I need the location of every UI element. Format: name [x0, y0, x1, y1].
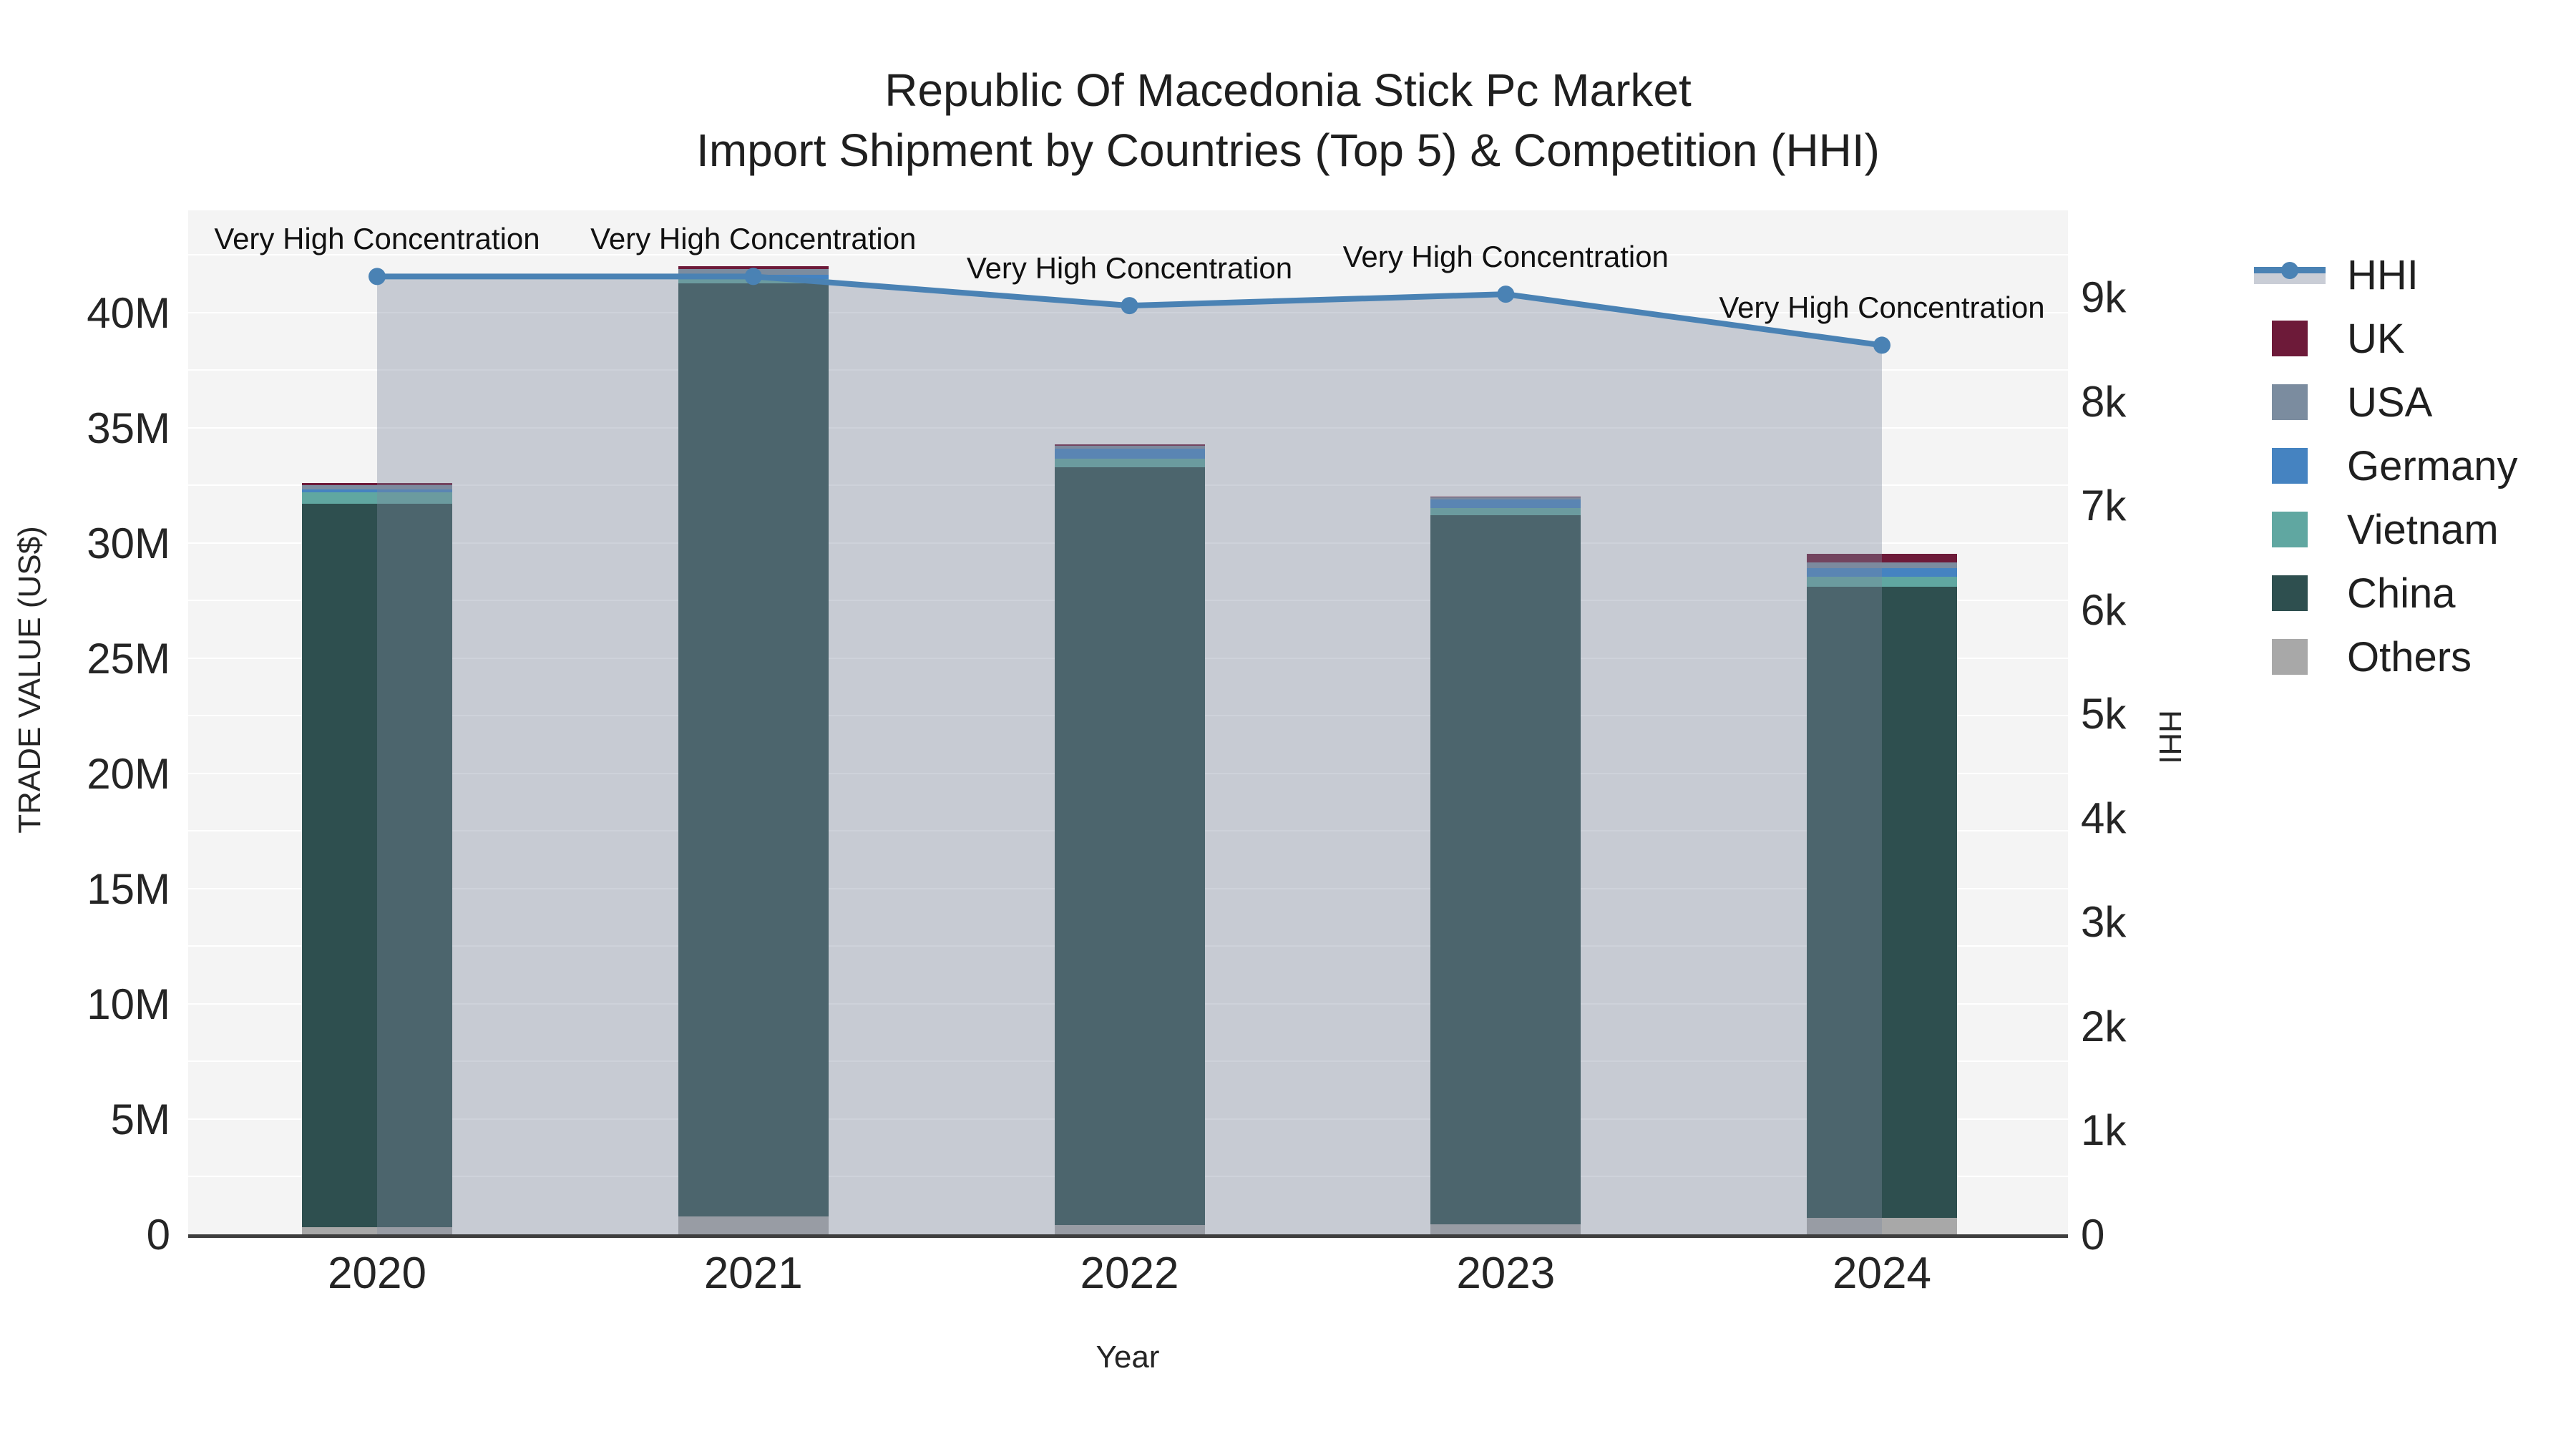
bar-segment-2022-germany — [1054, 448, 1205, 459]
bar-segment-2020-china — [302, 504, 452, 1228]
bar-segment-2020-others — [302, 1227, 452, 1234]
legend-label-germany: Germany — [2347, 442, 2518, 489]
others-swatch-wrap — [2254, 639, 2326, 675]
gridline — [188, 369, 2068, 371]
bar-segment-2024-china — [1807, 587, 1957, 1219]
germany-swatch — [2272, 448, 2308, 484]
bar-segment-2022-uk — [1054, 444, 1205, 447]
legend-label-others: Others — [2347, 633, 2472, 680]
legend-item-vietnam[interactable]: Vietnam — [2254, 506, 2499, 553]
y-right-tick-5k: 5k — [2081, 690, 2127, 738]
china-swatch-wrap — [2254, 575, 2326, 611]
bar-segment-2021-vietnam — [678, 278, 829, 284]
bar-segment-2023-vietnam — [1430, 508, 1581, 516]
bar-segment-2024-germany — [1807, 568, 1957, 577]
y-left-tick-15M: 15M — [87, 864, 170, 913]
hhi-legend-glyph — [2254, 257, 2326, 293]
bar-segment-2021-china — [678, 283, 829, 1217]
gridline — [188, 254, 2068, 256]
uk-swatch-wrap — [2254, 321, 2326, 356]
x-tick-2024: 2024 — [1833, 1249, 1931, 1298]
annotation-2021: Very High Concentration — [590, 222, 917, 256]
y-left-tick-30M: 30M — [87, 519, 170, 567]
x-axis-line — [188, 1234, 2068, 1238]
bar-segment-2022-usa — [1054, 446, 1205, 449]
legend-label-usa: USA — [2347, 379, 2433, 426]
gridline — [188, 426, 2068, 429]
bar-segment-2022-others — [1054, 1225, 1205, 1234]
y-right-tick-6k: 6k — [2081, 585, 2127, 634]
bar-segment-2022-vietnam — [1054, 458, 1205, 467]
y-right-tick-4k: 4k — [2081, 794, 2127, 842]
annotation-2020: Very High Concentration — [214, 222, 540, 256]
bar-segment-2024-vietnam — [1807, 577, 1957, 587]
bar-segment-2020-usa — [302, 484, 452, 490]
bar-segment-2020-vietnam — [302, 492, 452, 504]
others-swatch — [2272, 639, 2308, 675]
bar-segment-2021-usa — [678, 268, 829, 275]
usa-swatch-wrap — [2254, 384, 2326, 420]
y-left-tick-25M: 25M — [87, 634, 170, 683]
bar-segment-2023-others — [1430, 1224, 1581, 1234]
germany-swatch-wrap — [2254, 448, 2326, 484]
legend-item-uk[interactable]: UK — [2254, 315, 2405, 362]
y-left-tick-5M: 5M — [110, 1095, 170, 1143]
bar-segment-2024-others — [1807, 1218, 1957, 1234]
legend-label-vietnam: Vietnam — [2347, 506, 2499, 553]
bar-segment-2021-germany — [678, 274, 829, 279]
bar-segment-2024-uk — [1807, 554, 1957, 563]
legend-item-hhi[interactable]: HHI — [2254, 252, 2419, 298]
y-right-tick-7k: 7k — [2081, 482, 2127, 530]
x-tick-2023: 2023 — [1456, 1249, 1556, 1298]
legend-item-germany[interactable]: Germany — [2254, 443, 2518, 489]
annotation-2023: Very High Concentration — [1342, 240, 1669, 274]
uk-swatch — [2272, 321, 2308, 356]
bar-segment-2020-germany — [302, 489, 452, 493]
chart-title-line2: Import Shipment by Countries (Top 5) & C… — [696, 125, 1880, 177]
bar-segment-2022-china — [1054, 467, 1205, 1226]
annotation-2022: Very High Concentration — [966, 251, 1293, 286]
y-right-tick-2k: 2k — [2081, 1002, 2127, 1050]
bar-segment-2024-usa — [1807, 562, 1957, 569]
y-left-tick-0: 0 — [146, 1211, 170, 1259]
legend-item-usa[interactable]: USA — [2254, 379, 2433, 426]
legend-item-others[interactable]: Others — [2254, 634, 2472, 680]
x-axis-title: Year — [1096, 1340, 1160, 1375]
y-left-tick-35M: 35M — [87, 404, 170, 452]
usa-swatch — [2272, 384, 2308, 420]
vietnam-swatch-wrap — [2254, 512, 2326, 547]
y-right-tick-3k: 3k — [2081, 898, 2127, 947]
y-left-tick-40M: 40M — [87, 288, 170, 337]
y-left-tick-20M: 20M — [87, 749, 170, 798]
bar-segment-2020-uk — [302, 482, 452, 485]
bar-segment-2021-others — [678, 1216, 829, 1234]
y-right-tick-8k: 8k — [2081, 377, 2127, 426]
china-swatch — [2272, 575, 2308, 611]
bar-segment-2023-germany — [1430, 499, 1581, 509]
bar-segment-2023-china — [1430, 515, 1581, 1224]
x-tick-2020: 2020 — [328, 1249, 426, 1298]
hhi-marker-dot — [2281, 262, 2298, 279]
legend-label-uk: UK — [2347, 315, 2405, 362]
vietnam-swatch — [2272, 512, 2308, 547]
chart-title-line1: Republic Of Macedonia Stick Pc Market — [884, 64, 1692, 116]
y-right-tick-0: 0 — [2081, 1211, 2105, 1259]
bar-segment-2021-uk — [678, 265, 829, 269]
legend-label-hhi: HHI — [2347, 251, 2419, 298]
annotation-2024: Very High Concentration — [1719, 291, 2045, 325]
bar-segment-2023-uk — [1430, 496, 1581, 498]
legend-item-china[interactable]: China — [2254, 570, 2456, 617]
x-tick-2021: 2021 — [703, 1249, 803, 1298]
x-tick-2022: 2022 — [1080, 1249, 1179, 1298]
legend-label-china: China — [2347, 570, 2456, 617]
y-axis-title-right: HHI — [2152, 710, 2187, 764]
y-right-tick-9k: 9k — [2081, 273, 2127, 322]
y-left-tick-10M: 10M — [87, 980, 170, 1028]
chart-title: Republic Of Macedonia Stick Pc Market Im… — [0, 60, 2576, 181]
bar-segment-2023-usa — [1430, 497, 1581, 500]
y-right-tick-1k: 1k — [2081, 1106, 2127, 1155]
